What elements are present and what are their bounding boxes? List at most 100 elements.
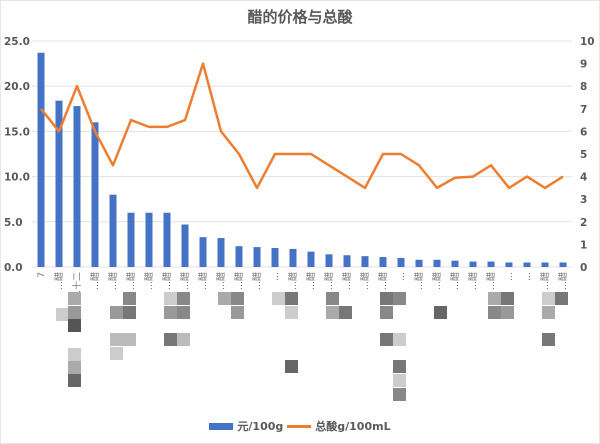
pixelated-block (177, 333, 190, 346)
x-axis-label: …醋 (287, 272, 299, 290)
pixelated-block (555, 292, 568, 305)
chart-legend: 元/100g 总酸g/100mL (0, 418, 600, 434)
price-bar[interactable] (73, 106, 81, 267)
right-axis-tick: 10 (580, 36, 595, 48)
pixelated-block (542, 292, 555, 305)
price-bar[interactable] (433, 259, 441, 267)
price-bar[interactable] (109, 194, 117, 267)
pixelated-block (393, 360, 406, 373)
price-bar[interactable] (523, 262, 531, 267)
left-axis-tick: 15.0 (4, 126, 30, 138)
pixelated-block (488, 306, 501, 319)
pixelated-block (501, 292, 514, 305)
price-bar[interactable] (37, 52, 45, 267)
pixelated-block (110, 306, 123, 319)
left-axis-tick: 10.0 (4, 172, 30, 184)
price-bar[interactable] (559, 262, 567, 267)
price-bar[interactable] (505, 262, 513, 267)
x-axis-label: … (271, 272, 281, 281)
pixelated-block (326, 292, 339, 305)
x-axis-label: …醋 (323, 272, 335, 290)
x-axis-label: …醋 (107, 272, 119, 290)
pixelated-block (68, 374, 81, 387)
x-axis-label: …醋 (377, 272, 389, 290)
x-axis-label: …醋 (449, 272, 461, 290)
pixelated-block (164, 292, 177, 305)
price-bar[interactable] (541, 262, 549, 267)
x-axis-label: 7 (37, 272, 47, 278)
legend-item-acidity[interactable]: 总酸g/100mL (287, 418, 391, 434)
pixelated-block (110, 347, 123, 360)
price-bar[interactable] (127, 212, 135, 267)
x-axis-label: …醋 (89, 272, 101, 290)
price-bar[interactable] (379, 257, 387, 267)
legend-label-acidity: 总酸g/100mL (315, 420, 391, 433)
pixelated-block (68, 319, 81, 332)
x-axis-label: …醋 (125, 272, 137, 290)
pixelated-block (164, 333, 177, 346)
pixelated-block (285, 292, 298, 305)
pixelated-block (68, 306, 81, 319)
chart-title: 醋的价格与总酸 (247, 8, 353, 26)
pixelated-block (542, 306, 555, 319)
pixelated-block (164, 306, 177, 319)
price-bar[interactable] (415, 259, 423, 267)
price-bar[interactable] (307, 251, 315, 267)
pixelated-block (123, 292, 136, 305)
price-bar[interactable] (487, 261, 495, 267)
right-axis-tick: 7 (580, 104, 587, 116)
price-bar[interactable] (271, 248, 279, 267)
line-swatch-icon (287, 424, 312, 428)
pixelated-block (393, 388, 406, 401)
legend-item-price[interactable]: 元/100g (209, 418, 283, 434)
price-bar[interactable] (325, 254, 333, 267)
x-axis-label: … (397, 272, 407, 281)
x-axis-label: …醋 (251, 272, 263, 290)
price-bar[interactable] (451, 260, 459, 267)
right-axis-tick: 5 (580, 149, 587, 161)
price-bar[interactable] (199, 237, 207, 267)
acidity-line[interactable] (40, 62, 564, 190)
price-bar[interactable] (397, 257, 405, 267)
x-axis-label: …醋 (467, 272, 479, 290)
price-bar[interactable] (181, 224, 189, 267)
price-bar[interactable] (145, 212, 153, 267)
pixelated-block (488, 292, 501, 305)
right-axis-tick: 6 (580, 126, 587, 138)
pixelated-block (68, 348, 81, 361)
pixelated-block (231, 306, 244, 319)
pixelated-block (218, 292, 231, 305)
right-axis-tick: 9 (580, 59, 587, 71)
left-axis-tick: 25.0 (4, 36, 30, 48)
price-bar[interactable] (253, 247, 261, 267)
price-bar[interactable] (361, 256, 369, 267)
price-bar[interactable] (469, 261, 477, 267)
right-axis-tick: 2 (580, 217, 587, 229)
pixelated-block (272, 292, 285, 305)
pixelated-block (123, 333, 136, 346)
bar-swatch-icon (209, 422, 234, 430)
price-bar[interactable] (235, 246, 243, 267)
pixelated-block (326, 306, 339, 319)
x-axis-label: …醋 (305, 272, 317, 290)
price-bar[interactable] (289, 248, 297, 267)
pixelated-block (380, 292, 393, 305)
x-axis-label: …醋 (431, 272, 443, 290)
pixelated-block (285, 306, 298, 319)
x-axis-label: …醋 (539, 272, 551, 290)
right-axis-tick: 1 (580, 239, 587, 251)
x-axis-label: …醋 (197, 272, 209, 290)
price-bar[interactable] (55, 100, 63, 267)
price-bar[interactable] (91, 122, 99, 267)
pixelated-block (393, 333, 406, 346)
pixelated-block (380, 306, 393, 319)
pixelated-block (177, 306, 190, 319)
price-bar[interactable] (217, 238, 225, 267)
pixelated-block (393, 374, 406, 387)
right-axis-tick: 3 (580, 194, 587, 206)
price-bar[interactable] (343, 255, 351, 267)
pixelated-block (434, 306, 447, 319)
pixelated-block (123, 306, 136, 319)
price-bar[interactable] (163, 212, 171, 267)
